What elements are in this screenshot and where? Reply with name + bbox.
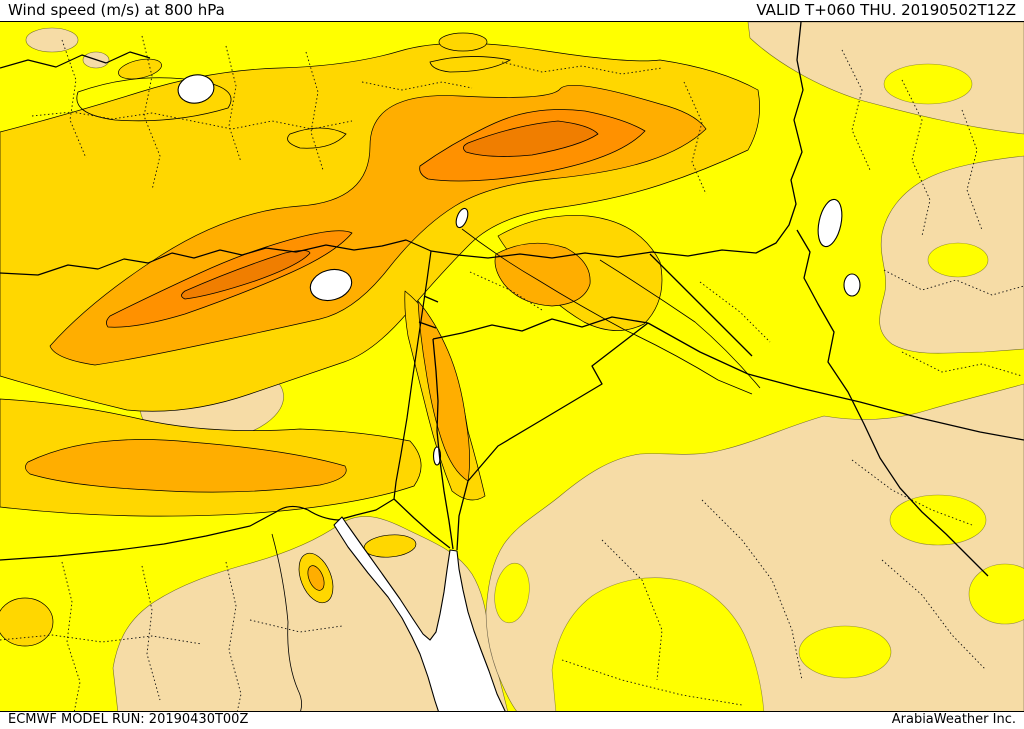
extra-contour-lines: [76, 56, 512, 149]
valid-time-label: VALID T+060 THU. 20190502T12Z: [756, 1, 1016, 19]
rivers: [271, 228, 761, 711]
strongest-wind-cores: [181, 120, 599, 300]
country-borders: [393, 22, 1024, 577]
lake-syria-small: [455, 207, 469, 229]
lake-northwest: [177, 74, 215, 104]
lake-urmia: [817, 198, 843, 248]
status-bar: ECMWF MODEL RUN: 20190430T00Z ArabiaWeat…: [0, 712, 1024, 728]
island-cyprus: [309, 268, 353, 302]
yellow-patches-on-tan: [494, 63, 1024, 711]
wind-speed-map: [0, 21, 1024, 712]
coastlines: [0, 51, 432, 561]
brand-label: ArabiaWeather Inc.: [891, 712, 1016, 727]
admin-boundaries-dotted: [0, 35, 1024, 711]
title-bar: Wind speed (m/s) at 800 hPa VALID T+060 …: [0, 0, 1024, 21]
water-bodies: [177, 74, 861, 711]
red-sea-and-gulfs: [333, 516, 506, 711]
model-run-label: ECMWF MODEL RUN: 20190430T00Z: [8, 712, 249, 727]
map-title-label: Wind speed (m/s) at 800 hPa: [8, 1, 225, 19]
lake-small-east: [843, 273, 861, 297]
